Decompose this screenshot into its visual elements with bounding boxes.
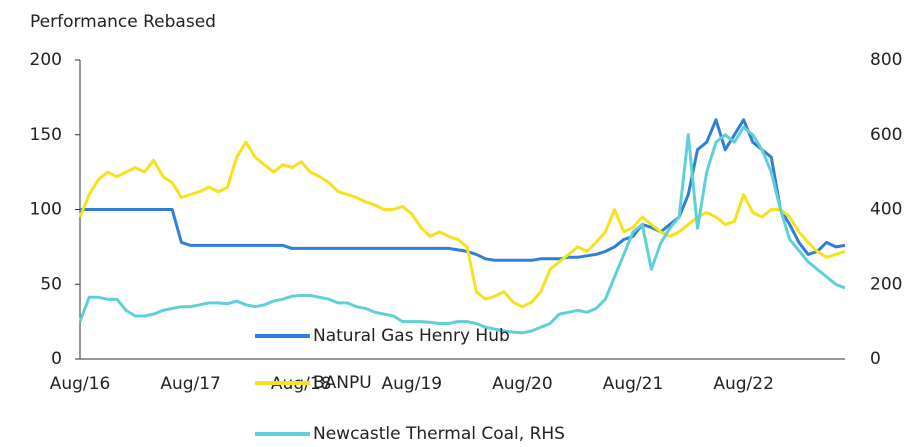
x-tick-label: Aug/22 xyxy=(713,374,774,394)
y2-tick-label: 0 xyxy=(870,349,881,369)
y-tick-label: 200 xyxy=(30,50,62,70)
y2-tick-label: 600 xyxy=(870,125,902,145)
y2-tick-label: 200 xyxy=(870,274,902,294)
legend-label: BANPU xyxy=(313,373,372,393)
legend-label: Natural Gas Henry Hub xyxy=(313,326,510,346)
x-tick-label: Aug/17 xyxy=(160,374,221,394)
x-tick-label: Aug/20 xyxy=(492,374,553,394)
x-tick-label: Aug/19 xyxy=(382,374,443,394)
legend-label: Newcastle Thermal Coal, RHS xyxy=(313,424,565,444)
x-tick-label: Aug/16 xyxy=(50,374,111,394)
y-tick-label: 50 xyxy=(40,274,62,294)
y2-tick-label: 800 xyxy=(870,50,902,70)
series-line xyxy=(78,140,846,309)
series-line xyxy=(78,125,846,335)
y-tick-label: 0 xyxy=(51,349,62,369)
series-line xyxy=(80,118,846,262)
y-tick-label: 100 xyxy=(30,200,62,220)
y2-tick-label: 400 xyxy=(870,200,902,220)
y-tick-label: 150 xyxy=(30,125,62,145)
x-tick-label: Aug/21 xyxy=(603,374,664,394)
chart-title: Performance Rebased xyxy=(30,12,216,32)
